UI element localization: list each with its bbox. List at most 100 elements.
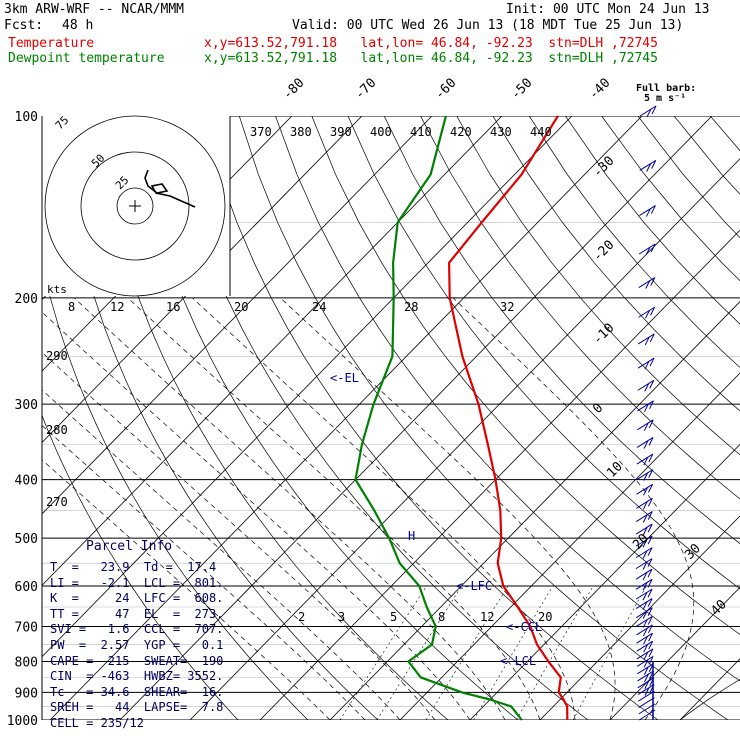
wind-barb (636, 437, 654, 449)
barb-flag (647, 535, 653, 545)
barb-flag (642, 582, 648, 591)
wind-barb (636, 632, 653, 645)
moist-adiabat (42, 425, 366, 720)
dry-adiabat (202, 116, 659, 720)
wind-barb (635, 598, 653, 610)
wind-barb (639, 205, 656, 217)
theta-label: 420 (450, 125, 472, 139)
dry-adiabat (57, 116, 379, 720)
mixing-ratio-low-label: 2 (298, 610, 305, 624)
pressure-tick-label: 300 (15, 398, 38, 413)
barb-flag (648, 648, 654, 658)
dry-adiabat (601, 116, 740, 282)
barb-staff (637, 677, 655, 689)
parcel-info-title: Parcel Info (86, 539, 173, 554)
barb-flag (642, 619, 648, 628)
dry-adiabat (130, 116, 519, 720)
barb-flag (647, 523, 653, 533)
isotherm-line (189, 158, 740, 720)
wind-barb (637, 400, 654, 413)
init-time: Init: 00 UTC Mon 24 Jun 13 (506, 2, 710, 17)
lfc-annotation: <-LFC (456, 579, 492, 593)
isotherm-line (609, 586, 740, 720)
wind-barb (636, 511, 653, 523)
barb-flag (650, 277, 656, 286)
pressure-tick-label: 800 (15, 655, 38, 670)
wind-barb (637, 357, 655, 370)
barb-flag (647, 558, 653, 567)
barb-staff (635, 598, 653, 609)
isotherm-label: 0 (590, 401, 606, 417)
barb-staff (636, 624, 653, 636)
wind-barb (636, 640, 654, 653)
valid-time: Valid: 00 UTC Wed 26 Jun 13 (18 MDT Tue … (292, 18, 684, 33)
mixing-ratio-line (473, 585, 554, 720)
barb-flag (648, 484, 653, 493)
dry-adiabat (238, 116, 729, 720)
dry-adiabat (94, 116, 449, 720)
barb-flag (647, 511, 653, 520)
barb-flag (643, 659, 649, 668)
theta-label: 410 (410, 125, 432, 139)
barb-staff (639, 105, 657, 117)
hodograph-trace (144, 169, 196, 208)
barb-flag (648, 640, 654, 650)
dry-adiabat (42, 414, 239, 720)
moist-adiabat (42, 459, 331, 720)
wind-barb (635, 558, 653, 570)
barb-flag (646, 163, 652, 172)
theta-label: 430 (490, 125, 512, 139)
wind-barb (637, 419, 654, 432)
barb-staff (636, 616, 653, 627)
barb-flag (642, 601, 648, 610)
isotherm-line (42, 116, 573, 658)
wind-barb (636, 656, 654, 668)
el-annotation: <-EL (330, 371, 359, 385)
barb-staff (635, 607, 653, 619)
barb-flag (645, 280, 651, 289)
mixing-ratio-label: 24 (312, 300, 326, 314)
barb-flag (647, 498, 653, 507)
temperature-profile (447, 115, 569, 721)
mixing-ratio-low-label: 20 (538, 610, 552, 624)
barb-flag (649, 333, 655, 343)
mixing-ratio-label: 32 (500, 300, 514, 314)
barb-staff (637, 379, 655, 391)
full-barb-label: Full barb: (636, 83, 697, 94)
lcl-annotation: <-LCL (500, 654, 536, 668)
isotherm-label: 10 (604, 459, 626, 481)
parcel-info-row: T = 23.9 Td = 17.4 (50, 560, 217, 574)
wind-barb (635, 547, 653, 559)
wind-barb (636, 469, 654, 481)
barb-flag (648, 469, 654, 478)
barb-flag (642, 561, 648, 570)
fcst-value: 48 h (62, 18, 94, 33)
barb-unit-label: 5 m s⁻¹ (644, 93, 687, 104)
parcel-info-row: SVI = 1.6 CCL = 707. (50, 622, 224, 637)
dry-adiabat (166, 116, 589, 720)
pressure-tick-label: 900 (15, 686, 38, 701)
pressure-tick-label: 100 (15, 110, 38, 125)
temperature-location: x,y=613.52,791.18 lat,lon= 46.84, -92.23… (204, 36, 658, 51)
mixing-ratio-low-label: 8 (438, 610, 445, 624)
isotherm-line (469, 443, 740, 720)
dry-adiabat (456, 116, 740, 456)
barb-staff (635, 578, 653, 590)
barb-flag (642, 550, 648, 559)
mixing-ratio-low-label: 5 (390, 610, 397, 624)
barb-staff (636, 469, 653, 481)
wind-barb (636, 453, 654, 466)
barb-flag (642, 627, 648, 637)
barb-flag (648, 419, 654, 429)
barb-flag (647, 568, 653, 578)
barb-staff (638, 697, 655, 709)
fcst-label: Fcst: (4, 18, 44, 33)
isotherm-label: -50 (508, 76, 535, 103)
parcel-info-row: CELL = 235/12 (50, 716, 144, 730)
barb-staff (637, 357, 655, 369)
barb-flag (642, 514, 648, 523)
pressure-tick-label: 600 (15, 580, 38, 595)
dewpoint-legend: Dewpoint temperature (8, 51, 165, 66)
